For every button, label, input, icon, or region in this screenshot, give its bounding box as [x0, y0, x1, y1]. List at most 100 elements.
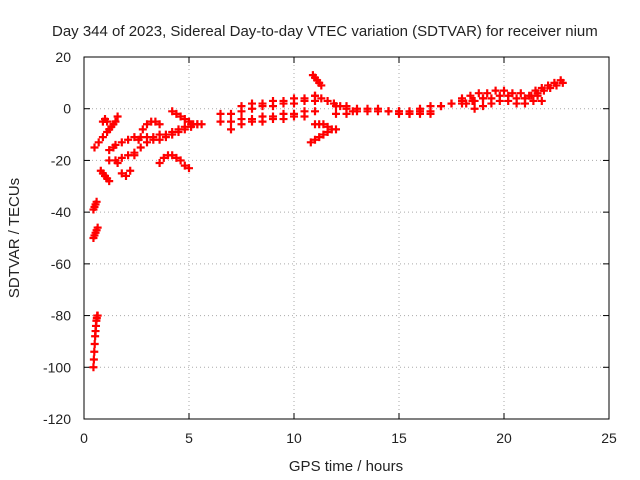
- data-point: [300, 112, 309, 121]
- data-point: [416, 104, 424, 113]
- x-axis-ticks: 0 5 10 15 20 25: [80, 57, 617, 446]
- data-point: [168, 130, 177, 139]
- data-point: [426, 102, 435, 111]
- data-point: [216, 109, 225, 118]
- data-point: [508, 89, 517, 98]
- data-point: [117, 138, 126, 147]
- chart-title: Day 344 of 2023, Sidereal Day-to-day VTE…: [52, 23, 598, 40]
- data-point: [474, 89, 483, 98]
- data-point: [227, 117, 235, 126]
- data-point: [227, 109, 235, 118]
- y-tick-label: 20: [55, 49, 71, 65]
- y-tick-label: -80: [51, 308, 71, 324]
- data-point: [527, 91, 536, 100]
- data-point: [319, 130, 328, 139]
- y-tick-label: -40: [51, 204, 71, 220]
- data-point: [479, 94, 487, 103]
- y-axis-title: SDTVAR / TECUs: [6, 178, 23, 298]
- data-point: [103, 117, 112, 126]
- data-point: [180, 115, 189, 124]
- data-point: [124, 135, 133, 144]
- data-point: [174, 127, 183, 136]
- data-point: [479, 102, 487, 111]
- data-point: [332, 125, 340, 134]
- data-point: [248, 99, 256, 108]
- data-point: [172, 153, 181, 162]
- data-point: [323, 96, 332, 105]
- data-point: [279, 115, 288, 124]
- y-tick-label: -60: [51, 256, 71, 272]
- data-point: [544, 81, 553, 90]
- data-point: [311, 91, 319, 100]
- data-point: [90, 340, 99, 349]
- data-point: [105, 177, 114, 186]
- data-point: [300, 94, 309, 103]
- data-point: [531, 86, 540, 95]
- data-point: [395, 109, 403, 118]
- data-point: [317, 81, 326, 90]
- data-point: [500, 86, 508, 95]
- data-point: [111, 140, 120, 149]
- data-point: [197, 120, 206, 129]
- data-point: [143, 120, 151, 129]
- data-point: [111, 156, 120, 165]
- data-point: [466, 91, 475, 100]
- data-point: [437, 102, 445, 111]
- data-point: [113, 112, 122, 121]
- data-point: [185, 117, 193, 126]
- data-point: [124, 151, 133, 160]
- data-point: [269, 115, 277, 124]
- data-point: [342, 109, 351, 118]
- data-point: [258, 99, 267, 108]
- data-point: [306, 138, 315, 147]
- data-point: [311, 135, 319, 144]
- data-point: [105, 146, 114, 155]
- plot-frame: [83, 56, 610, 420]
- data-point: [315, 133, 324, 142]
- data-point: [126, 166, 135, 175]
- data-point: [363, 104, 372, 113]
- data-point: [483, 89, 492, 98]
- data-point: [155, 135, 164, 144]
- y-axis-ticks: -120 -100 -80 -60 -40 -20 0 20: [43, 49, 609, 427]
- data-point: [319, 120, 328, 129]
- data-point: [136, 143, 145, 152]
- data-point: [556, 76, 565, 85]
- y-tick-label: -20: [51, 152, 71, 168]
- x-tick-label: 5: [185, 430, 193, 446]
- data-point: [168, 107, 177, 116]
- data-point: [237, 102, 246, 111]
- data-point: [447, 99, 456, 108]
- data-point: [216, 117, 225, 126]
- data-point: [130, 148, 139, 157]
- data-point: [168, 151, 177, 160]
- data-point: [180, 125, 189, 134]
- data-point: [143, 138, 151, 147]
- data-point: [117, 153, 126, 162]
- data-point: [550, 78, 559, 87]
- data-point: [172, 109, 181, 118]
- x-axis-title: GPS time / hours: [289, 458, 403, 475]
- data-point: [185, 164, 193, 173]
- data-point: [516, 89, 525, 98]
- data-point: [487, 99, 496, 108]
- x-tick-label: 10: [286, 430, 302, 446]
- data-point: [117, 169, 126, 178]
- data-point: [98, 133, 107, 142]
- data-point: [458, 94, 466, 103]
- y-tick-label: 0: [63, 101, 71, 117]
- data-point: [111, 117, 120, 126]
- data-point: [248, 117, 256, 126]
- data-point: [92, 197, 101, 206]
- x-tick-label: 15: [391, 430, 407, 446]
- data-point: [495, 96, 504, 105]
- data-point: [353, 104, 361, 113]
- data-point: [462, 99, 471, 108]
- data-point: [332, 102, 340, 111]
- data-point: [374, 104, 382, 113]
- data-point: [332, 109, 340, 118]
- data-point: [176, 112, 185, 121]
- data-point: [93, 223, 102, 232]
- data-point: [269, 96, 277, 105]
- data-point: [279, 96, 288, 105]
